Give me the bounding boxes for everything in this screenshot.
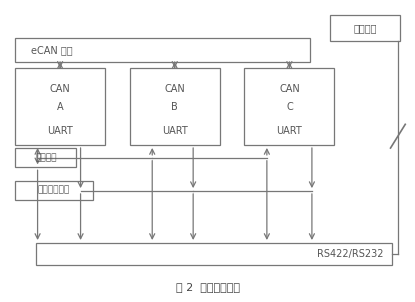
Text: eCAN 总线: eCAN 总线 [32, 45, 73, 55]
Text: RS422/RS232: RS422/RS232 [317, 249, 383, 259]
Text: UART: UART [276, 126, 302, 136]
Text: UART: UART [47, 126, 73, 136]
Text: CAN: CAN [50, 84, 71, 94]
Bar [15, 181, 93, 200]
Bar [15, 68, 105, 145]
Text: 图 2  系统体系结构: 图 2 系统体系结构 [176, 282, 239, 292]
Text: UART: UART [162, 126, 188, 136]
Bar [15, 148, 76, 167]
Bar [244, 68, 334, 145]
Bar [15, 38, 310, 62]
Text: A: A [57, 101, 63, 111]
Bar [330, 14, 400, 41]
Text: CAN: CAN [164, 84, 185, 94]
Text: 控制信号输出: 控制信号输出 [38, 186, 70, 195]
Text: B: B [171, 101, 178, 111]
Text: 信号输入: 信号输入 [35, 153, 56, 162]
Bar [36, 243, 392, 265]
Text: C: C [286, 101, 293, 111]
Bar [130, 68, 220, 145]
Text: 测控中心: 测控中心 [354, 23, 377, 33]
Text: CAN: CAN [279, 84, 300, 94]
